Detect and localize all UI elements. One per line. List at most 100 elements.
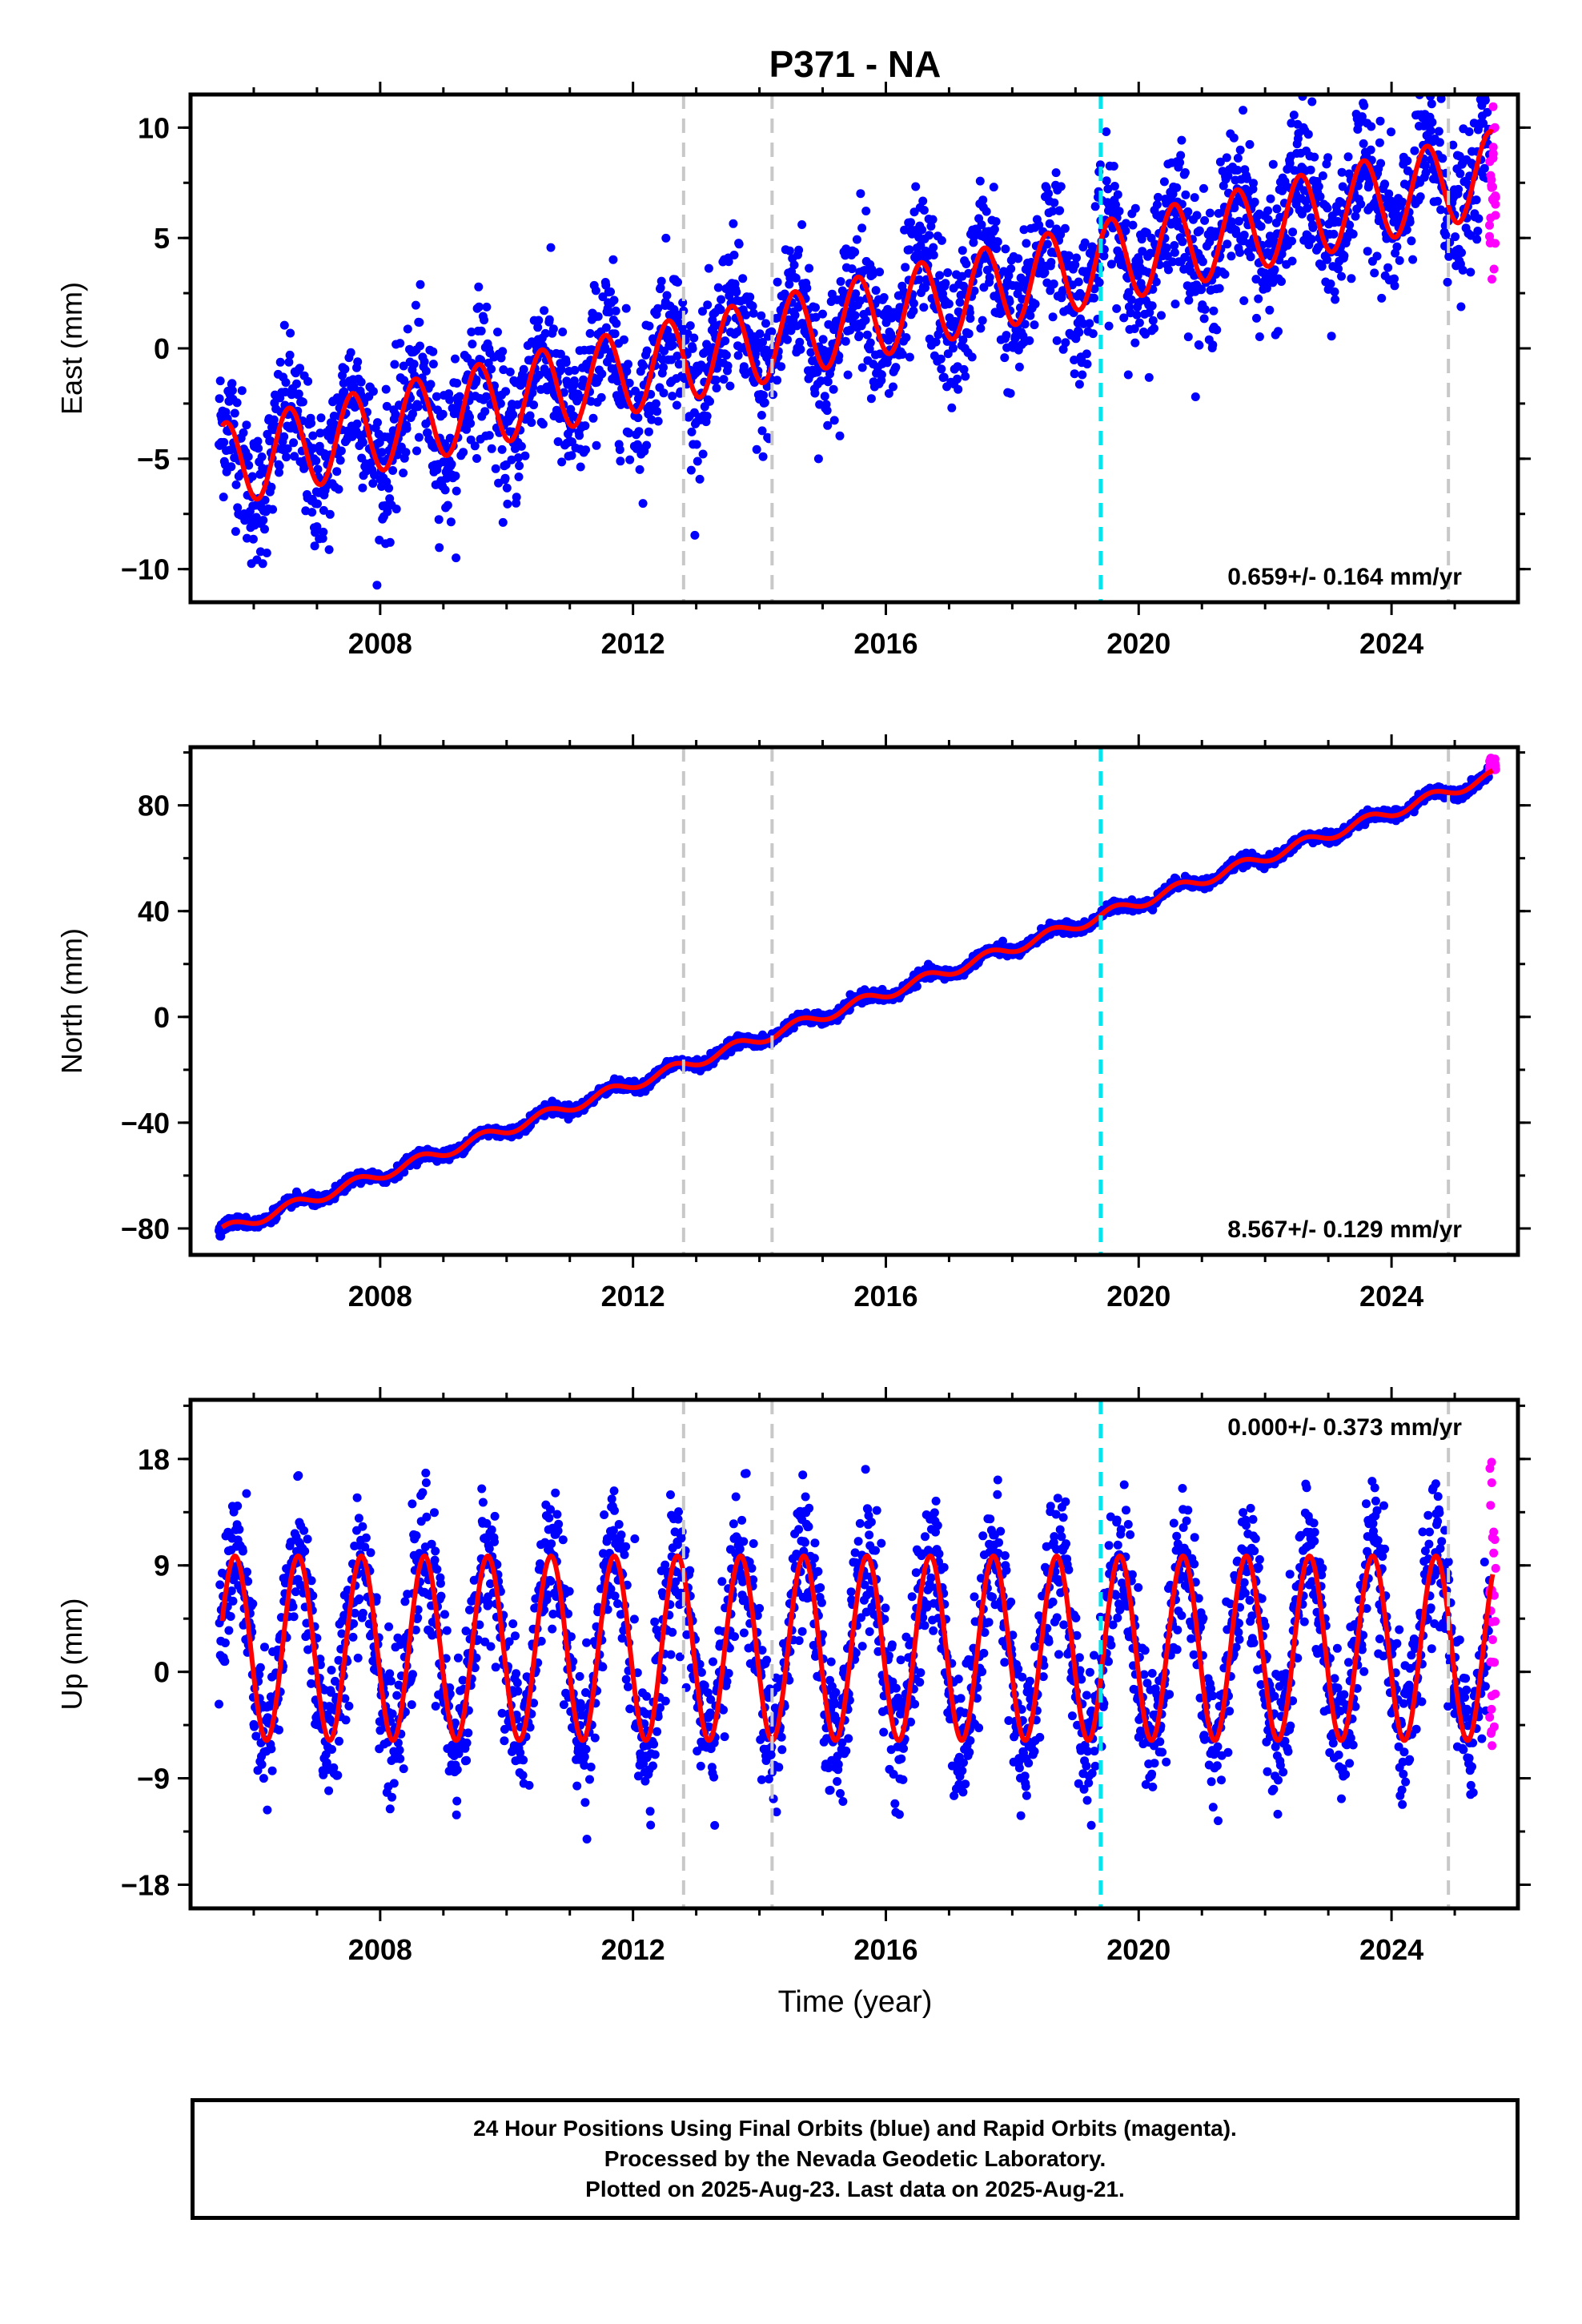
data-point	[1159, 177, 1169, 187]
data-point	[482, 302, 492, 312]
data-point	[1128, 220, 1138, 230]
data-point	[325, 509, 335, 519]
data-point	[1245, 139, 1255, 149]
data-point	[292, 379, 301, 388]
data-point	[575, 431, 584, 440]
data-point	[1130, 203, 1140, 213]
data-point	[982, 207, 991, 216]
data-point	[435, 543, 444, 553]
data-point	[432, 392, 441, 401]
data-point	[937, 364, 946, 374]
data-point	[721, 351, 731, 360]
data-point	[1334, 264, 1343, 274]
data-point	[1330, 287, 1339, 296]
data-point	[929, 243, 938, 252]
data-point	[609, 296, 619, 305]
data-point	[480, 407, 490, 416]
data-point	[1327, 332, 1336, 341]
data-point	[1002, 331, 1011, 340]
data-point	[1090, 284, 1099, 294]
data-point	[791, 273, 801, 283]
data-point	[520, 451, 530, 460]
data-point	[538, 420, 548, 429]
data-point	[534, 316, 544, 325]
data-point	[1421, 168, 1431, 178]
data-point	[985, 272, 994, 282]
data-point	[936, 354, 946, 364]
data-point	[1220, 270, 1230, 279]
data-point	[827, 289, 837, 299]
data-point	[719, 375, 729, 384]
data-point	[1048, 207, 1058, 216]
data-point	[384, 484, 394, 493]
data-point	[615, 445, 624, 454]
data-point	[440, 485, 450, 495]
data-point	[862, 330, 872, 340]
data-point	[822, 406, 832, 416]
data-point	[1377, 293, 1387, 303]
data-point	[652, 407, 662, 416]
data-point	[748, 301, 757, 311]
data-point	[414, 432, 424, 442]
x-tick-label: 2024	[1359, 627, 1423, 660]
data-point	[474, 282, 484, 292]
data-point	[847, 264, 857, 274]
data-point	[741, 310, 751, 320]
data-point	[470, 441, 480, 451]
data-point	[1454, 184, 1464, 194]
data-point	[251, 513, 261, 522]
data-point	[1367, 122, 1376, 131]
data-point	[421, 366, 431, 376]
data-point	[569, 376, 579, 385]
rapid-point	[1488, 102, 1498, 111]
data-point	[1351, 211, 1360, 221]
data-point	[480, 316, 489, 325]
data-point	[377, 448, 387, 457]
data-point	[1056, 182, 1066, 191]
data-point	[1181, 190, 1191, 199]
data-point	[231, 527, 240, 537]
data-point	[313, 499, 322, 509]
data-point	[472, 454, 481, 463]
data-point	[388, 466, 398, 475]
data-point	[1343, 152, 1353, 162]
data-point	[1464, 127, 1474, 136]
data-point	[558, 328, 568, 336]
data-point	[669, 305, 679, 314]
data-point	[1287, 236, 1296, 246]
data-point	[635, 464, 644, 474]
data-point	[1433, 196, 1443, 206]
data-point	[978, 195, 988, 205]
data-point	[416, 341, 424, 351]
data-point	[1436, 205, 1446, 215]
data-point	[856, 189, 865, 199]
data-point	[749, 308, 758, 318]
data-point	[929, 251, 938, 259]
data-point	[935, 271, 945, 280]
data-point	[1402, 225, 1411, 235]
data-point	[854, 331, 864, 340]
data-point	[625, 455, 635, 464]
data-point	[1390, 274, 1399, 283]
data-point	[937, 235, 946, 245]
data-point	[1191, 392, 1200, 401]
data-point	[447, 460, 456, 469]
data-point	[1483, 70, 1492, 79]
data-point	[1380, 179, 1390, 189]
data-point	[639, 361, 648, 371]
data-point	[1070, 260, 1080, 270]
data-point	[829, 384, 838, 394]
data-point	[385, 537, 395, 547]
y-tick-label: 10	[138, 111, 170, 144]
data-point	[624, 428, 634, 438]
data-point	[540, 306, 549, 316]
data-point	[758, 452, 768, 461]
data-point	[1483, 107, 1492, 117]
data-point	[820, 392, 829, 401]
data-point	[687, 427, 697, 436]
data-point	[1168, 257, 1178, 267]
data-point	[1427, 99, 1436, 109]
data-point	[508, 410, 518, 420]
data-point	[712, 384, 721, 393]
data-point	[884, 388, 893, 398]
